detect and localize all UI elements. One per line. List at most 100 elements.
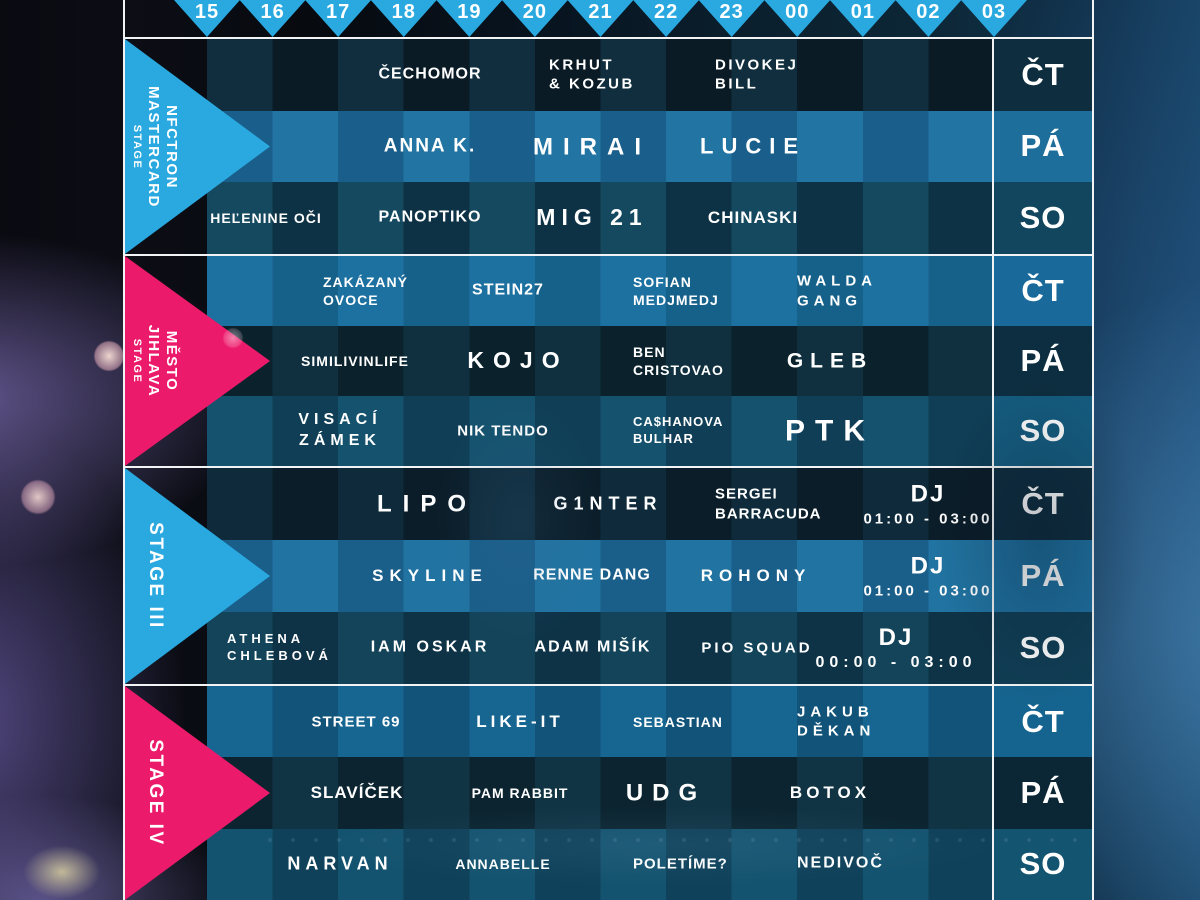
artist-line: ATHENA — [227, 631, 305, 647]
artist-line: ČECHOMOR — [378, 65, 482, 83]
day-label: ČT — [1021, 273, 1065, 308]
divider-line — [123, 254, 1094, 256]
stage-label-line: MASTERCARD — [145, 85, 163, 208]
artist-name: NARVAN — [287, 853, 392, 876]
artist-line: LIPO — [376, 490, 478, 518]
time-marker: 17 — [305, 0, 372, 37]
artist-name: KRHUT & KOZUB — [549, 55, 635, 94]
artist-name: UDG — [626, 777, 706, 808]
day-cell: ČT — [994, 39, 1092, 111]
artist-name: VISACÍ ZÁMEK — [298, 410, 381, 452]
artist-time-range: 01:00 - 03:00 — [863, 582, 993, 600]
day-cell: PÁ — [994, 757, 1092, 829]
artist-line: DJ — [878, 624, 914, 652]
artist-name: BOTOX — [790, 782, 870, 804]
artist-line: NIK TENDO — [457, 422, 549, 440]
artist-name: SLAVÍČEK — [311, 782, 404, 804]
artist-line: SIMILIVINLIFE — [301, 352, 409, 369]
day-label: PÁ — [1020, 558, 1066, 593]
artist-line: LUCIE — [700, 133, 806, 159]
artist-line: POLETÍME? — [633, 855, 728, 873]
artist-line: SERGEI — [715, 485, 778, 503]
artist-line: PANOPTIKO — [378, 208, 482, 226]
stage-block-4: ČT STREET 69 LIKE-IT SEBASTIAN JAKUB DĚKAN PÁ S… — [123, 686, 1092, 900]
day-label: ČT — [1021, 486, 1065, 521]
artist-name: JAKUB DĚKAN — [797, 702, 875, 741]
day-label: ČT — [1021, 703, 1065, 739]
time-marker: 15 — [174, 0, 240, 37]
artist-time-range: 00:00 - 03:00 — [815, 654, 977, 672]
artist-name: DIVOKEJ BILL — [715, 55, 798, 94]
artist-line: SOFIAN — [633, 273, 692, 290]
artist-line: STEIN27 — [472, 281, 544, 299]
time-marker: 18 — [370, 0, 437, 37]
artist-name: STREET 69 — [311, 712, 400, 732]
artist-line: STREET 69 — [311, 712, 401, 730]
artist-line: HEĽENINE OČI — [210, 210, 322, 227]
time-label: 16 — [260, 1, 285, 23]
day-label: PÁ — [1020, 343, 1066, 378]
time-marker: 00 — [764, 0, 831, 37]
artist-line: GANG — [797, 292, 862, 309]
day-cell: SO — [994, 612, 1092, 684]
artist-line: WALDA — [797, 272, 877, 290]
artist-line: UDG — [625, 779, 707, 807]
artist-line: RENNE DANG — [533, 566, 651, 584]
time-label: 23 — [719, 1, 744, 23]
day-label: ČT — [1021, 56, 1065, 92]
artist-name: STEIN27 — [472, 281, 544, 302]
artist-line: IAM OSKAR — [370, 638, 490, 656]
artist-name: LIKE-IT — [476, 711, 564, 733]
artist-name: SKYLINE — [372, 565, 488, 587]
artist-line: DĚKAN — [797, 722, 876, 740]
divider-line — [1092, 0, 1094, 900]
artist-name: ČECHOMOR — [378, 64, 481, 85]
artist-name: DJ 00:00 - 03:00 — [815, 622, 976, 674]
divider-line — [123, 0, 125, 900]
artist-line: CHINASKI — [707, 208, 799, 228]
time-label: 15 — [194, 1, 220, 23]
artist-line: DJ — [910, 480, 946, 508]
artist-name: SEBASTIAN — [633, 713, 723, 731]
time-marker: 03 — [960, 0, 1027, 37]
artist-name: BEN CRISTOVAO — [633, 343, 724, 379]
artist-name: CA$HANOVA BULHAR — [633, 414, 723, 448]
divider-line — [123, 466, 1094, 468]
stage-block-1: ČT ČECHOMOR KRHUT & KOZUB DIVOKEJ BILL PÁ ANNA … — [123, 39, 1092, 254]
artist-name: POLETÍME? — [633, 855, 728, 875]
artist-line: MIRAI — [533, 132, 651, 160]
artist-name: NIK TENDO — [457, 421, 549, 441]
artist-line: OVOCE — [323, 292, 379, 308]
artist-line: G1NTER — [553, 493, 663, 514]
time-label: 21 — [588, 1, 613, 23]
artist-name: HEĽENINE OČI — [210, 209, 322, 227]
day-label: SO — [1019, 846, 1067, 882]
artist-line: PTK — [785, 414, 875, 448]
artist-line: VISACÍ — [298, 411, 382, 429]
stage-block-3: ČT LIPO G1NTER SERGEI BARRACUDA DJ 01:00 - 03:… — [123, 468, 1092, 684]
artist-name: PTK — [785, 412, 875, 451]
artist-line: BOTOX — [789, 782, 871, 802]
time-marker: 01 — [829, 0, 896, 37]
artist-name: RENNE DANG — [533, 566, 651, 587]
artist-line: GLEB — [786, 349, 874, 373]
artist-name: SIMILIVINLIFE — [301, 352, 409, 370]
time-label: 02 — [916, 1, 941, 23]
day-label: SO — [1019, 630, 1067, 665]
artist-line: CHLEBOVÁ — [227, 648, 332, 663]
artist-name: ROHONY — [701, 565, 812, 587]
artist-name: ANNABELLE — [455, 855, 550, 873]
artist-name: PANOPTIKO — [379, 208, 482, 229]
artist-line: CRISTOVAO — [633, 362, 724, 378]
artist-name: KOJO — [467, 346, 568, 376]
artist-name: DJ 01:00 - 03:00 — [863, 551, 992, 602]
day-cell: ČT — [994, 256, 1092, 326]
artist-name: DJ 01:00 - 03:00 — [863, 479, 992, 530]
day-label: PÁ — [1020, 774, 1066, 810]
artist-name: GLEB — [787, 347, 873, 374]
artist-line: NARVAN — [287, 853, 393, 874]
day-label: SO — [1019, 200, 1067, 236]
stage-label-line: STAGE — [130, 338, 143, 384]
